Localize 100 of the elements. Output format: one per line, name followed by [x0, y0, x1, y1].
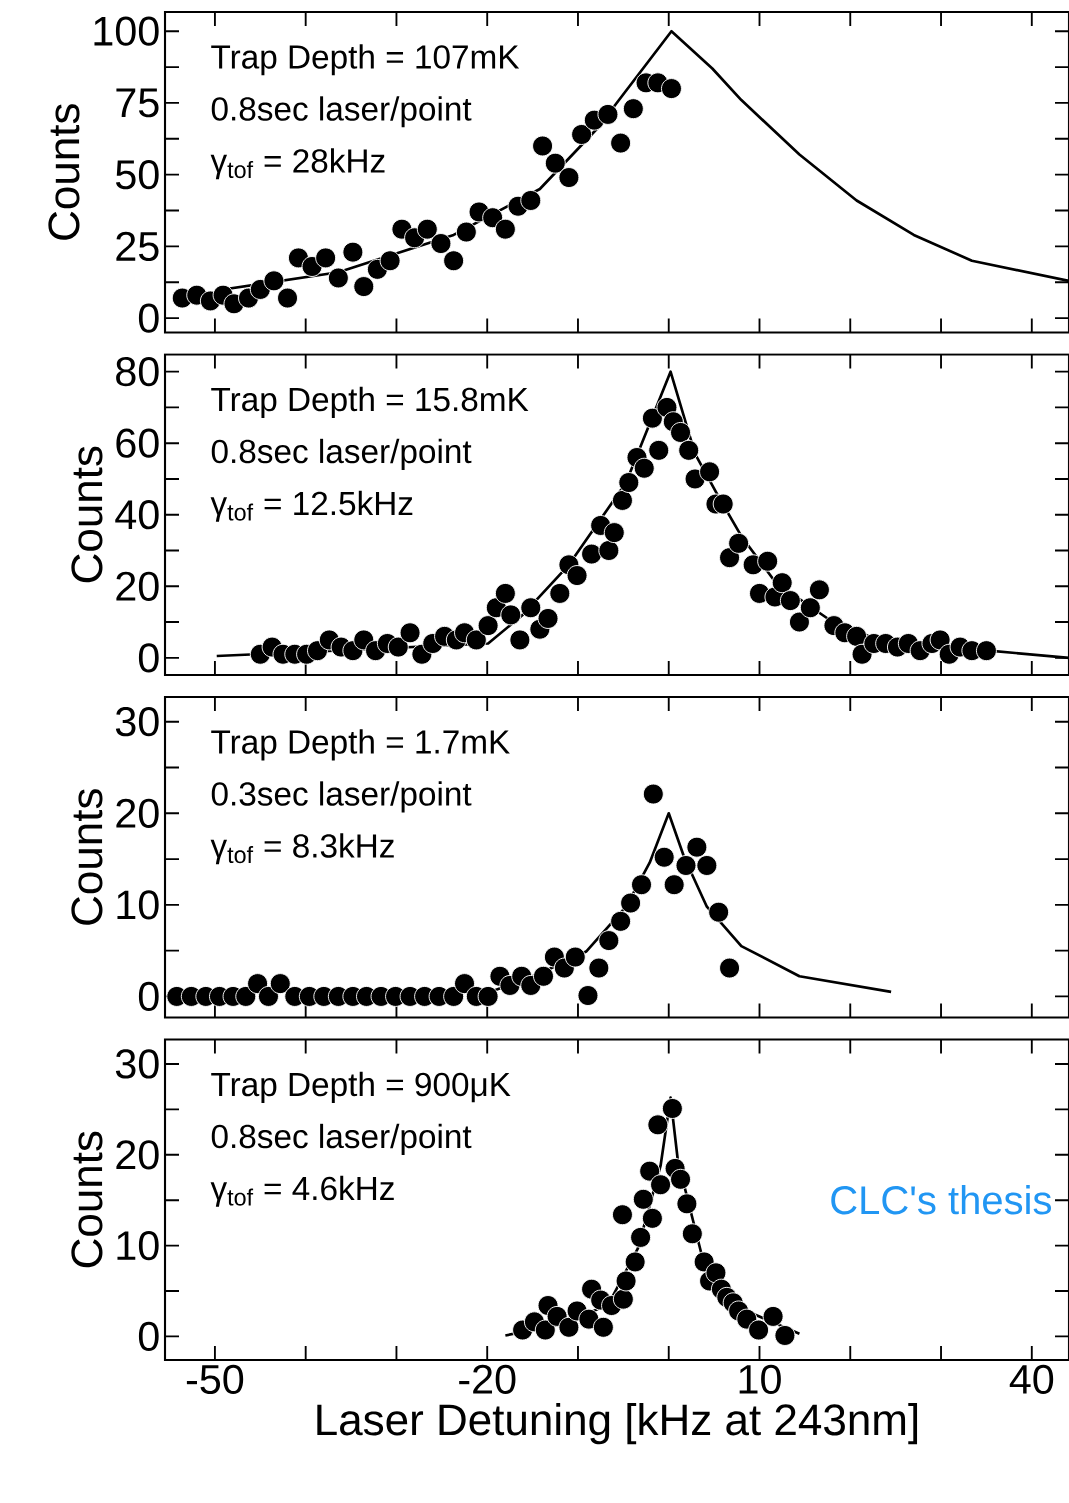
point: [430, 233, 452, 254]
point: [676, 1193, 698, 1215]
y-axis-title: Counts: [71, 789, 103, 925]
point: [696, 855, 718, 876]
y-tick-label: 10: [117, 1230, 159, 1261]
annotation: Trap Depth = 900μK: [211, 1071, 511, 1103]
point: [610, 132, 632, 154]
point: [653, 846, 675, 868]
point: [686, 836, 708, 858]
point: [642, 783, 664, 805]
point: [663, 874, 685, 896]
y-tick-label: 40: [115, 500, 159, 530]
y-axis-title: Counts: [48, 104, 80, 240]
point: [748, 1319, 770, 1341]
point: [588, 957, 610, 979]
point: [660, 78, 682, 100]
point: [705, 1262, 727, 1284]
point: [263, 270, 285, 292]
annotation: Trap Depth = 107mK: [211, 44, 520, 76]
annotation: Trap Depth = 1.7mK: [211, 729, 510, 761]
point: [315, 247, 337, 269]
point: [615, 1270, 637, 1292]
x-tick-label: 10: [739, 1364, 781, 1394]
annotation: γ$_{tof}$ = 28kHz: [210, 148, 385, 180]
y-tick-label: 75: [116, 88, 159, 118]
point: [647, 1114, 669, 1136]
point: [533, 965, 554, 987]
y-tick-label: 0: [138, 303, 159, 333]
point: [592, 1316, 614, 1338]
annotation: 0.8sec laser/point: [211, 96, 472, 128]
point: [520, 190, 542, 211]
annotation: Trap Depth = 15.8mK: [211, 386, 529, 418]
point: [235, 985, 257, 1007]
point: [597, 103, 619, 125]
point: [631, 874, 652, 896]
y-tick-label: 10: [117, 890, 159, 920]
point: [443, 250, 465, 272]
y-tick-label: 20: [116, 571, 159, 601]
point: [494, 218, 516, 240]
point: [611, 1204, 633, 1226]
point: [639, 1160, 661, 1182]
point: [379, 250, 401, 272]
point: [708, 901, 730, 923]
point: [455, 221, 477, 243]
x-axis-title: Laser Detuning [kHz at 243nm]: [317, 1403, 918, 1445]
point: [564, 946, 586, 968]
annotation: 0.8sec laser/point: [211, 1123, 472, 1155]
point: [571, 124, 593, 145]
point: [719, 957, 741, 979]
point: [762, 1305, 784, 1327]
point: [612, 1288, 634, 1310]
point: [630, 1226, 652, 1248]
point: [247, 973, 269, 995]
y-axis-title: Counts: [71, 1131, 103, 1268]
point: [258, 985, 279, 1007]
point: [327, 267, 349, 289]
point: [269, 973, 291, 995]
annotation: 0.8sec laser/point: [211, 438, 472, 470]
y-tick-label: 0: [138, 981, 159, 1012]
point: [641, 1207, 663, 1229]
point: [544, 152, 566, 174]
point: [558, 1316, 580, 1338]
point: [598, 930, 620, 952]
point: [416, 218, 438, 240]
point: [670, 1168, 692, 1190]
point: [632, 1188, 654, 1210]
point: [681, 1223, 703, 1245]
point: [675, 855, 697, 876]
point: [650, 1174, 672, 1196]
y-tick-label: 0: [138, 643, 159, 673]
point: [620, 892, 642, 914]
point: [534, 1319, 556, 1341]
point: [624, 1251, 646, 1273]
point: [454, 973, 475, 995]
y-tick-label: 30: [115, 1049, 159, 1079]
point: [661, 1098, 683, 1119]
y-tick-label: 0: [138, 1321, 159, 1352]
point: [622, 98, 644, 120]
x-tick-label: -50: [186, 1364, 244, 1394]
annotation: γ$_{tof}$ = 12.5kHz: [210, 490, 413, 522]
annotation: γ$_{tof}$ = 8.3kHz: [210, 833, 394, 865]
y-tick-label: 25: [116, 231, 159, 262]
y-tick-label: 20: [116, 798, 159, 828]
y-axis-title: Counts: [71, 446, 103, 583]
y-tick-label: 60: [116, 428, 159, 458]
point: [577, 985, 599, 1006]
y-tick-label: 80: [116, 357, 159, 387]
annotation: 0.3sec laser/point: [211, 781, 472, 813]
point: [477, 985, 499, 1007]
annotation: CLC's thesis: [831, 1185, 1051, 1215]
x-tick-label: 40: [1009, 1364, 1054, 1394]
point: [558, 167, 580, 189]
x-tick-label: -20: [459, 1364, 516, 1394]
y-tick-label: 50: [115, 160, 159, 190]
point: [532, 135, 554, 157]
y-tick-label: 20: [116, 1140, 159, 1170]
annotation: γ$_{tof}$ = 4.6kHz: [210, 1175, 394, 1207]
point: [610, 910, 632, 932]
point: [774, 1325, 796, 1346]
point: [342, 241, 364, 263]
